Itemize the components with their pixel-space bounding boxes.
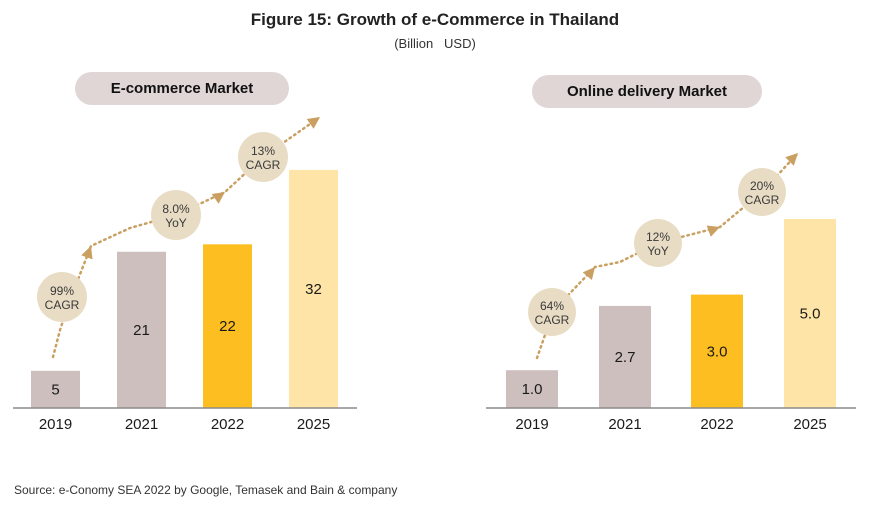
ecommerce-bar-2022: [203, 244, 252, 408]
delivery-bar-2025: [784, 219, 836, 408]
ecommerce-growth-type-label: CAGR: [45, 298, 80, 312]
ecommerce-growth-rate-label: 99%: [50, 284, 74, 298]
ecommerce-growth-rate-label: 13%: [251, 144, 275, 158]
ecommerce-bar-2021: [117, 251, 166, 408]
delivery-bar-2022: [691, 294, 743, 408]
ecommerce-x-tick-label: 2021: [125, 416, 158, 433]
ecommerce-x-tick-label: 2025: [297, 416, 330, 433]
ecommerce-x-tick-label: 2019: [39, 416, 72, 433]
source-note: Source: e-Conomy SEA 2022 by Google, Tem…: [14, 483, 398, 497]
ecommerce-bar-value-label: 21: [133, 322, 150, 339]
ecommerce-arrowhead-icon: [306, 117, 320, 129]
delivery-bar-value-label: 1.0: [522, 381, 543, 398]
delivery-chart-title: Online delivery Market: [532, 75, 762, 108]
delivery-growth-rate-label: 64%: [540, 299, 564, 313]
ecommerce-bar-value-label: 5: [51, 381, 59, 398]
figure-subtitle: (Billion USD): [394, 36, 476, 51]
figure-title: Figure 15: Growth of e-Commerce in Thail…: [250, 10, 620, 29]
ecommerce-growth-type-label: CAGR: [246, 158, 281, 172]
delivery-growth-rate-label: 12%: [646, 230, 670, 244]
delivery-bar-value-label: 2.7: [615, 349, 636, 366]
delivery-growth-bubble: [634, 219, 682, 267]
delivery-x-tick-label: 2021: [608, 416, 641, 433]
ecommerce-bar-value-label: 22: [219, 318, 236, 335]
delivery-x-tick-label: 2022: [700, 416, 733, 433]
delivery-bar-2019: [506, 370, 558, 408]
delivery-growth-type-label: CAGR: [745, 193, 780, 207]
delivery-growth-rate-label: 20%: [750, 179, 774, 193]
delivery-arrowhead-icon: [582, 267, 595, 281]
delivery-x-tick-label: 2019: [515, 416, 548, 433]
ecommerce-bar-value-label: 32: [305, 281, 322, 298]
delivery-growth-bubble: [738, 168, 786, 216]
ecommerce-growth-bubble: [151, 190, 201, 240]
ecommerce-growth-bubble: [37, 272, 87, 322]
ecommerce-growth-type-label: YoY: [165, 216, 187, 230]
ecommerce-arrowhead-icon: [211, 192, 225, 204]
ecommerce-x-tick-label: 2022: [211, 416, 244, 433]
delivery-bar-value-label: 5.0: [800, 305, 821, 322]
ecommerce-bar-2025: [289, 169, 338, 408]
delivery-bar-value-label: 3.0: [707, 343, 728, 360]
delivery-x-tick-label: 2025: [793, 416, 826, 433]
delivery-growth-type-label: YoY: [647, 244, 669, 258]
ecommerce-chart-title: E-commerce Market: [75, 72, 289, 105]
ecommerce-bar-2019: [31, 370, 80, 408]
ecommerce-growth-bubble: [238, 132, 288, 182]
ecommerce-arrowhead-icon: [81, 246, 93, 260]
delivery-arrowhead-icon: [706, 225, 720, 237]
charts-canvas: 5201921202122202232202599%CAGR8.0%YoY13%…: [13, 115, 856, 433]
ecommerce-growth-rate-label: 8.0%: [162, 202, 190, 216]
delivery-growth-bubble: [528, 288, 576, 336]
delivery-growth-type-label: CAGR: [535, 313, 570, 327]
delivery-bar-2021: [599, 305, 651, 408]
